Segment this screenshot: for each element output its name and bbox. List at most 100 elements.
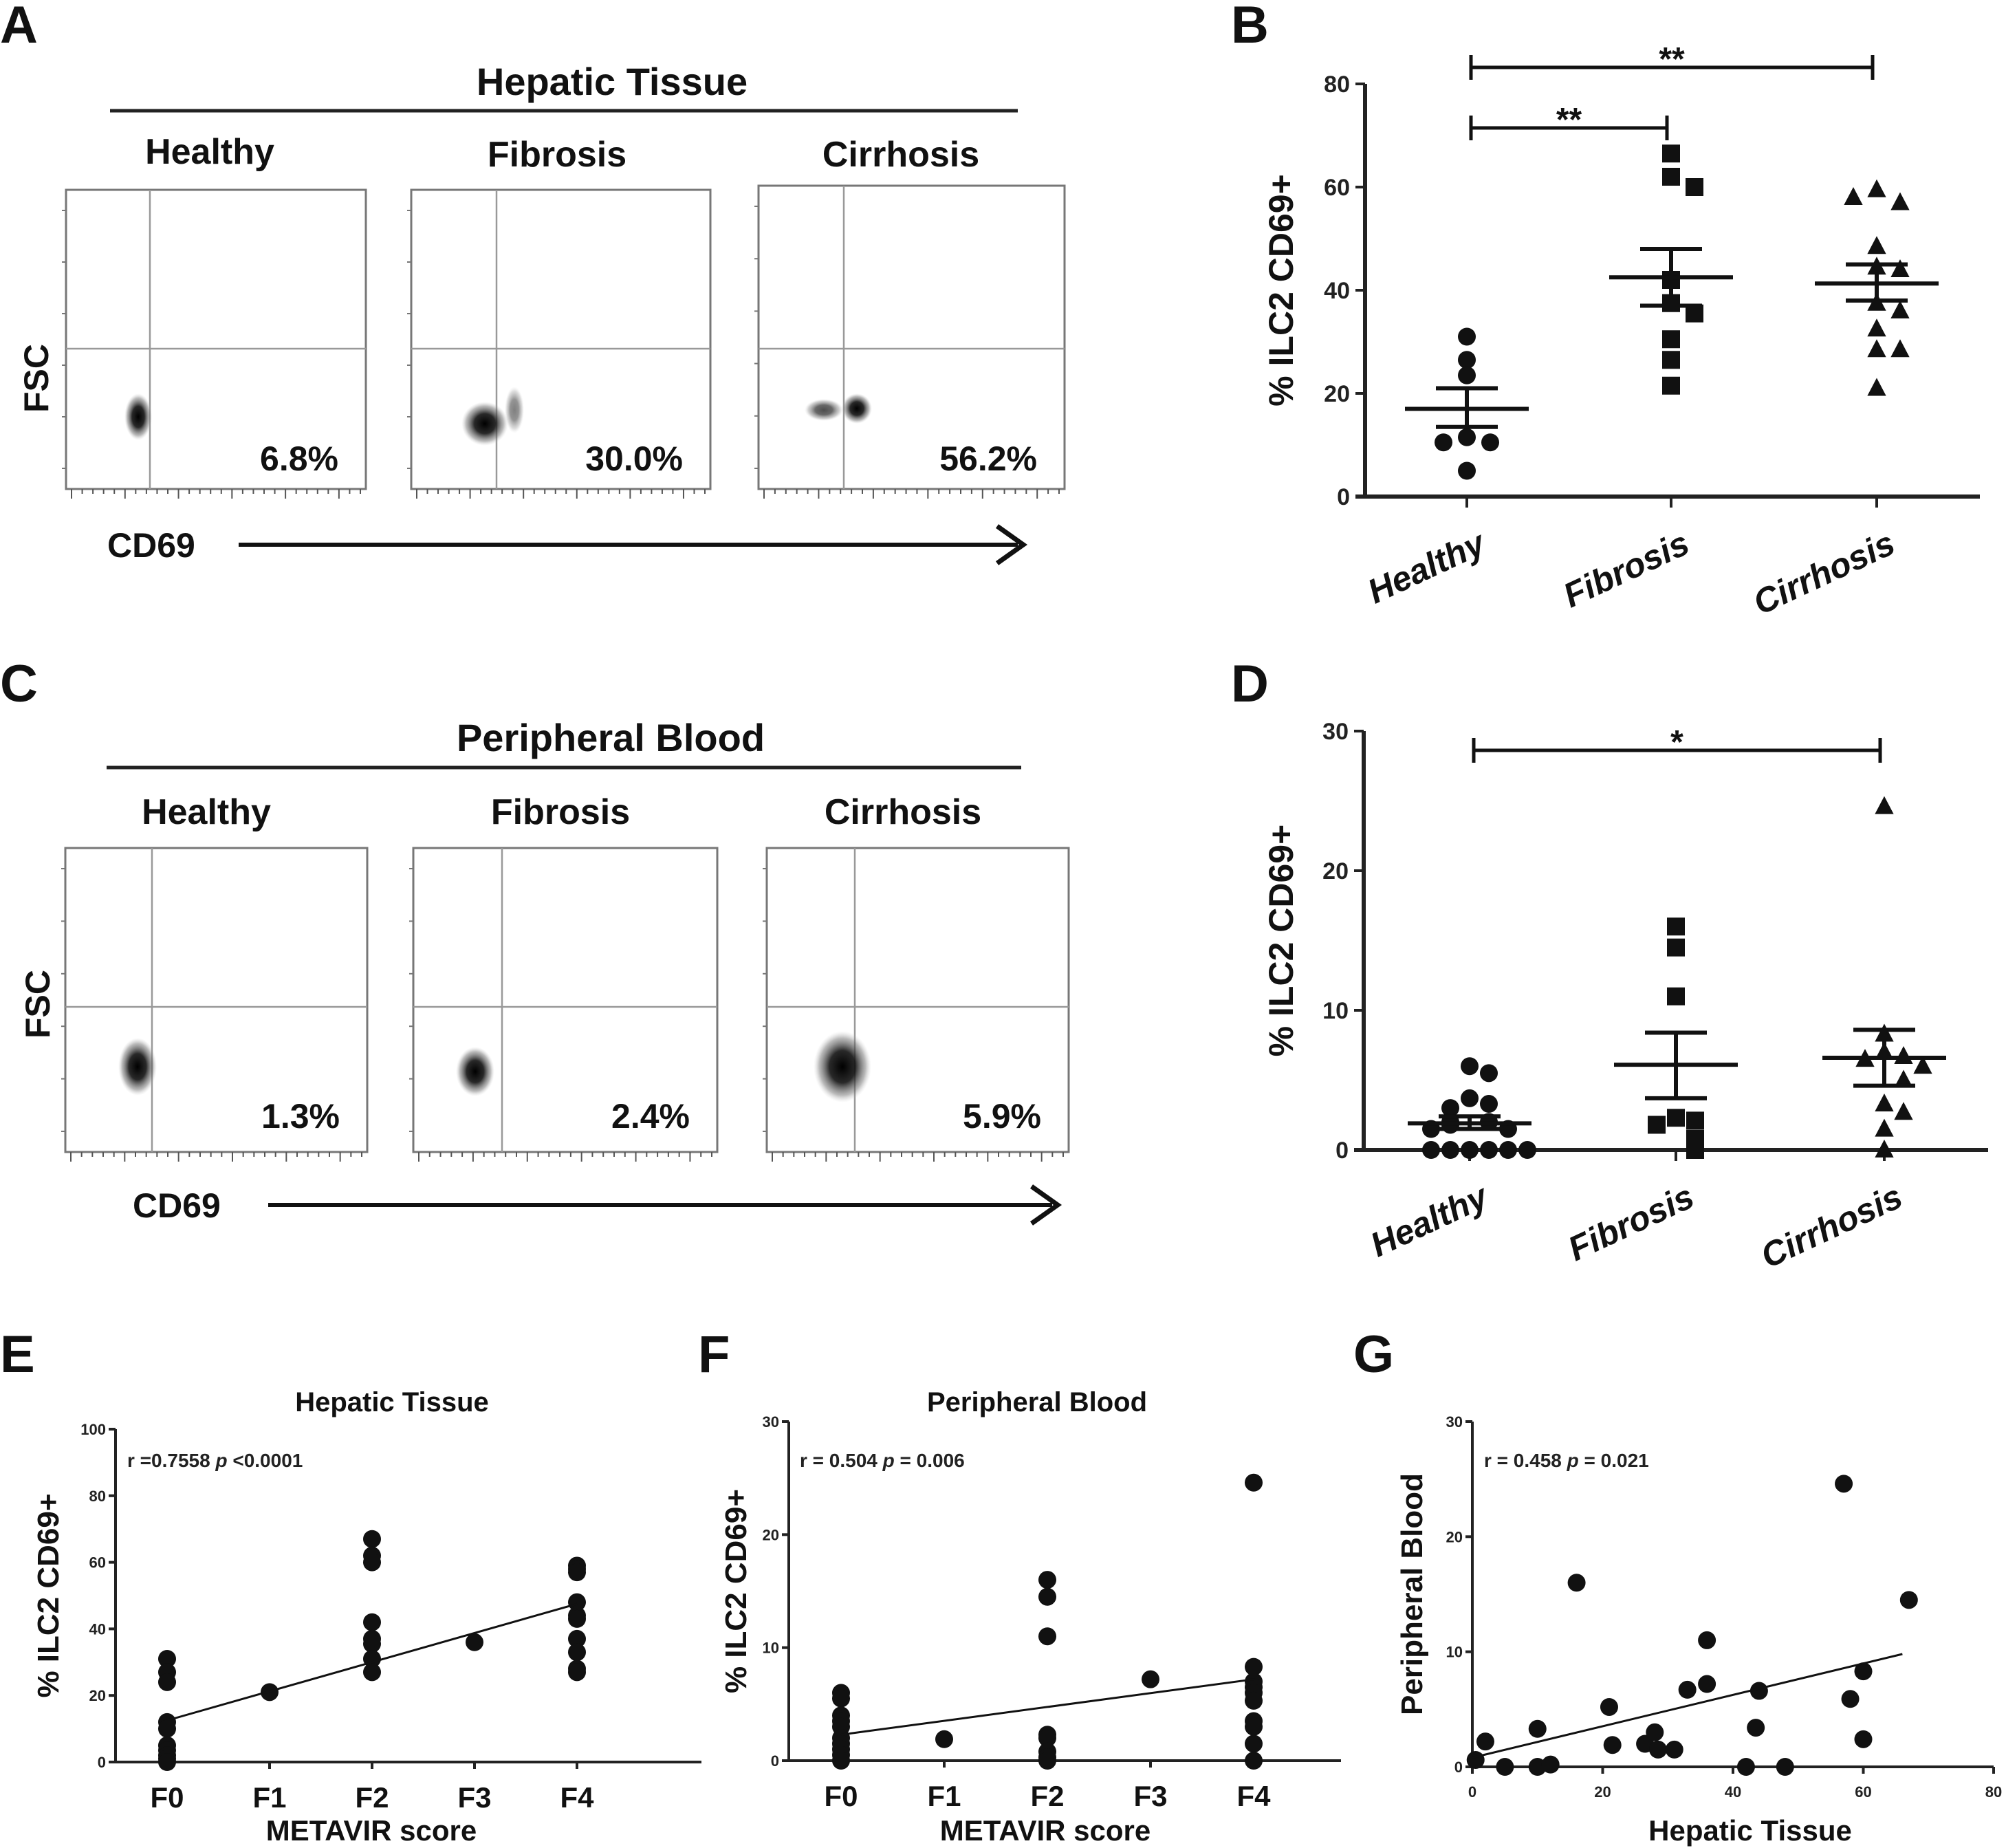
data-point bbox=[1038, 1571, 1056, 1589]
flow-plot-label: Healthy bbox=[145, 132, 274, 172]
data-point bbox=[1736, 1758, 1755, 1776]
cell-population bbox=[461, 402, 508, 446]
panel-b-chart: B 0 20 40 60 80 % ILC2 CD69+ Healthy Fibrosis Cir… bbox=[1231, 0, 1980, 622]
data-point bbox=[1867, 318, 1886, 337]
data-point bbox=[1245, 1717, 1263, 1736]
panel-a-title: Hepatic Tissue bbox=[477, 60, 748, 103]
data-points bbox=[1466, 1475, 1918, 1776]
series-fibrosis bbox=[1609, 144, 1733, 395]
panel-a-x-label: CD69 bbox=[107, 526, 195, 565]
data-point bbox=[568, 1593, 586, 1611]
data-point bbox=[1142, 1670, 1159, 1688]
data-point bbox=[1480, 1141, 1498, 1159]
data-point bbox=[1600, 1697, 1618, 1716]
panel-letter-f: F bbox=[698, 1325, 730, 1384]
data-point bbox=[1875, 796, 1894, 814]
data-point bbox=[1867, 236, 1886, 254]
significance-label: ** bbox=[1556, 102, 1582, 138]
significance-bracket: ** bbox=[1469, 102, 1669, 140]
data-point bbox=[1038, 1752, 1056, 1770]
series-fibrosis bbox=[1614, 917, 1738, 1159]
data-point bbox=[1890, 339, 1910, 358]
data-point bbox=[1854, 1662, 1873, 1681]
x-tick-label: 40 bbox=[1725, 1783, 1741, 1801]
flow-plot-frame bbox=[412, 847, 719, 1153]
data-point bbox=[1458, 366, 1476, 384]
y-tick-label: 0 bbox=[1337, 484, 1350, 510]
flow-plot-healthy: Healthy 1.3% bbox=[61, 792, 369, 1162]
data-point bbox=[1458, 351, 1476, 369]
y-tick-label: 0 bbox=[1454, 1759, 1463, 1776]
flow-plot-healthy: Healthy 6.8% bbox=[62, 132, 367, 499]
significance-bracket: ** bbox=[1469, 41, 1875, 80]
series-cirrhosis bbox=[1822, 796, 1946, 1158]
significance-label: ** bbox=[1659, 41, 1685, 78]
x-tick-label: 20 bbox=[1594, 1783, 1611, 1801]
y-tick-label: 80 bbox=[89, 1488, 106, 1505]
data-point bbox=[1894, 1069, 1913, 1088]
p-value: = 0.021 bbox=[1579, 1450, 1649, 1471]
cell-population bbox=[842, 393, 872, 424]
data-point bbox=[1567, 1574, 1586, 1592]
x-tick-label: 80 bbox=[1985, 1783, 2002, 1801]
y-tick-label: 100 bbox=[80, 1421, 106, 1438]
y-tick-label: 20 bbox=[1324, 381, 1350, 407]
y-tick-label: 20 bbox=[763, 1526, 779, 1543]
quadrant-percentage: 5.9% bbox=[963, 1097, 1041, 1135]
y-tick-label: 0 bbox=[1335, 1138, 1349, 1164]
flow-plot-frame bbox=[64, 847, 369, 1153]
data-point bbox=[1496, 1758, 1514, 1776]
r-value: r =0.7558 bbox=[127, 1450, 215, 1471]
p-label: p bbox=[215, 1450, 227, 1471]
data-point bbox=[1913, 1056, 1932, 1074]
panel-f-chart: F Peripheral Blood 0 10 20 30 % ILC2 CD69+ F0 F1… bbox=[698, 1325, 1341, 1847]
flow-plot-label: Cirrhosis bbox=[822, 135, 979, 175]
data-point bbox=[1649, 1740, 1668, 1759]
flow-plot-label: Fibrosis bbox=[488, 135, 626, 175]
panel-e-chart: E Hepatic Tissue 0 20 40 60 80 100 % ILC2 CD69+ F… bbox=[0, 1325, 701, 1847]
flow-plot-frame bbox=[65, 188, 367, 490]
data-point bbox=[1466, 1750, 1485, 1769]
series-healthy bbox=[1405, 327, 1529, 480]
data-point bbox=[1481, 433, 1499, 452]
data-point bbox=[1667, 917, 1685, 936]
x-tick-label: F0 bbox=[824, 1780, 858, 1812]
data-point bbox=[832, 1752, 850, 1770]
data-point bbox=[1461, 1057, 1479, 1076]
data-point bbox=[1667, 1109, 1685, 1127]
data-point bbox=[1749, 1682, 1768, 1700]
data-point bbox=[1245, 1657, 1263, 1676]
panel-a-flow-plots: Healthy 6.8% Fibrosis 30.0% Cirrhosis 56.2% bbox=[62, 132, 1066, 499]
chart-title: Peripheral Blood bbox=[927, 1387, 1147, 1417]
quadrant-percentage: 56.2% bbox=[939, 439, 1037, 478]
data-point bbox=[1541, 1755, 1560, 1774]
data-point bbox=[1844, 187, 1863, 206]
data-point bbox=[363, 1530, 381, 1548]
flow-plot-frame bbox=[410, 188, 712, 490]
y-tick-label: 10 bbox=[763, 1640, 779, 1657]
regression-line bbox=[1472, 1653, 1903, 1759]
data-point bbox=[1662, 351, 1680, 369]
data-point bbox=[1890, 301, 1910, 319]
x-tick-label: F3 bbox=[1133, 1780, 1167, 1812]
x-tick-label: F4 bbox=[560, 1781, 594, 1814]
x-tick-label: F2 bbox=[355, 1781, 389, 1814]
flow-plot-frame bbox=[765, 847, 1070, 1153]
x-tick-label: F0 bbox=[150, 1781, 184, 1814]
data-point bbox=[1875, 1094, 1894, 1112]
data-point bbox=[1890, 192, 1910, 210]
data-point bbox=[1890, 259, 1910, 278]
data-point bbox=[1499, 1141, 1517, 1159]
quadrant-percentage: 1.3% bbox=[261, 1097, 340, 1135]
data-point bbox=[363, 1553, 381, 1572]
data-point bbox=[1461, 1141, 1479, 1159]
data-point bbox=[1480, 1095, 1498, 1113]
data-points bbox=[158, 1530, 586, 1771]
y-tick-label: 10 bbox=[1322, 998, 1349, 1024]
x-tick-label: F3 bbox=[457, 1781, 491, 1814]
cell-population bbox=[814, 1031, 871, 1102]
data-point bbox=[1686, 178, 1703, 196]
y-axis-label: % ILC2 CD69+ bbox=[1262, 825, 1300, 1057]
y-tick-label: 0 bbox=[771, 1752, 779, 1770]
y-tick-label: 20 bbox=[89, 1687, 106, 1704]
